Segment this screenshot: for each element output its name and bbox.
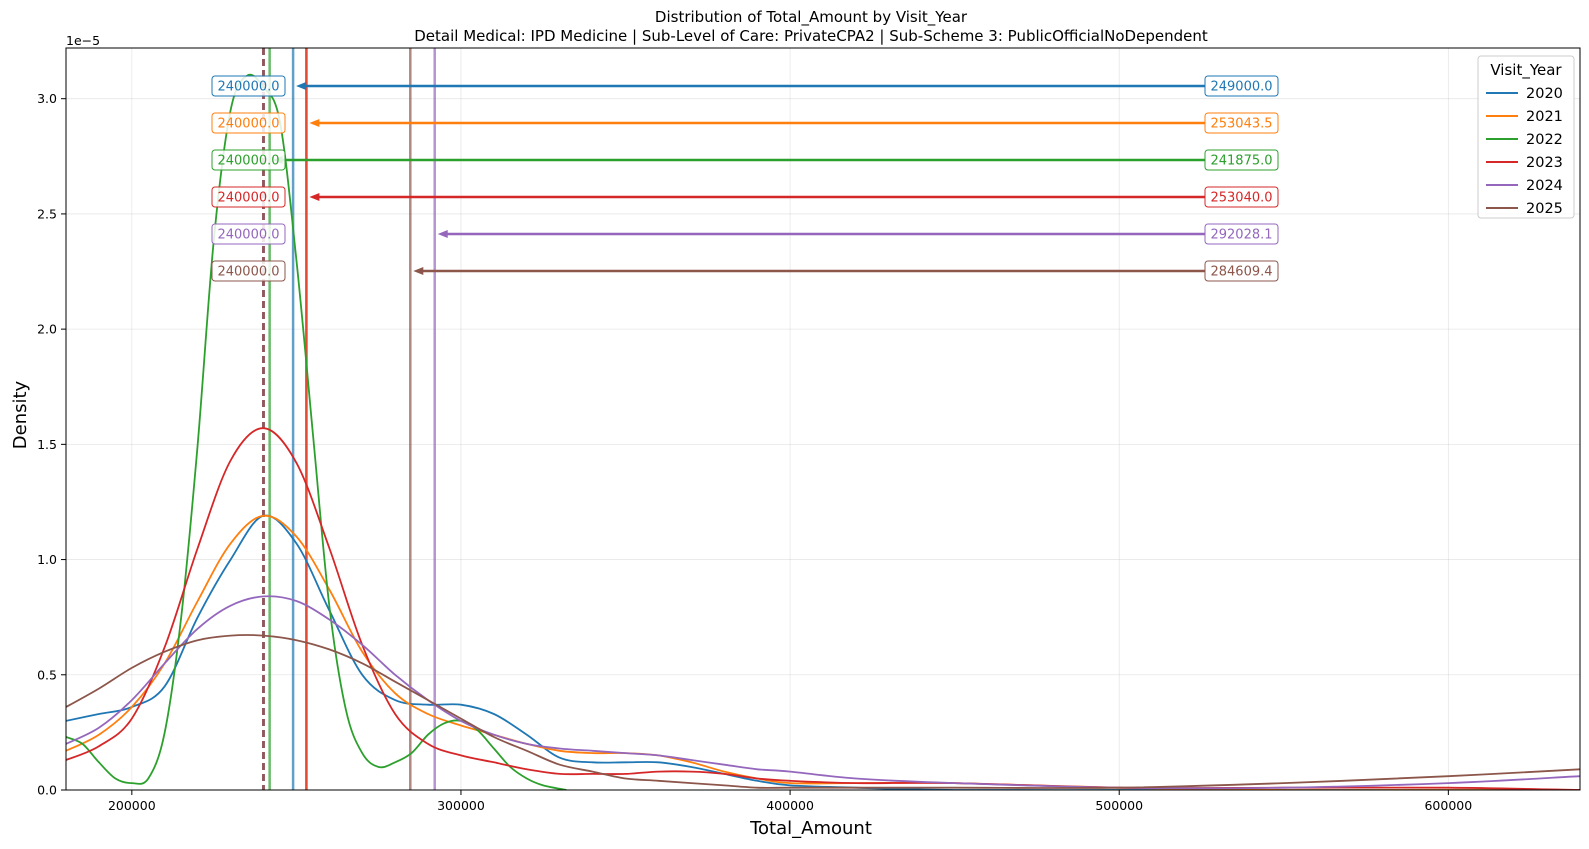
mean-label-2024: 292028.1 — [1210, 228, 1272, 243]
axis-ticks: 200000 300000 400000 500000 600000 0.0 0.5 1.0 1… — [37, 91, 1472, 813]
reference-lines — [262, 48, 436, 790]
legend-box — [1477, 55, 1575, 219]
y-tick-label: 3.0 — [37, 91, 57, 106]
mean-label-box-2024 — [1204, 223, 1279, 245]
median-label-2020: 240000.0 — [217, 80, 279, 95]
mean-label-box-2022 — [1204, 149, 1279, 171]
density-curve-2025 — [66, 634, 1580, 789]
y-tick-label: 1.0 — [37, 552, 57, 567]
median-label-2023: 240000.0 — [217, 191, 279, 206]
mean-label-box-2023 — [1204, 186, 1279, 208]
mean-arrow-head-2021 — [309, 119, 320, 127]
x-axis-label: Total_Amount — [749, 818, 872, 839]
y-tick-label: 1.5 — [37, 437, 57, 452]
legend-entry-2020: 2020 — [1526, 86, 1563, 102]
x-tick-label: 400000 — [766, 798, 814, 813]
plot-frame — [65, 47, 1581, 791]
x-tick-label: 500000 — [1095, 798, 1143, 813]
y-tick-label: 0.0 — [37, 783, 57, 798]
chart-title: Distribution of Total_Amount by Visit_Ye… — [655, 8, 968, 27]
median-label-box-2020 — [211, 75, 286, 97]
mean-median-arrows: 240000.0 249000.0 240000.0 253043.5 240000.0… — [211, 75, 1279, 282]
legend-entry-2023: 2023 — [1526, 155, 1563, 171]
x-tick-label: 300000 — [437, 798, 485, 813]
legend: Visit_Year 2020 2021 2022 2023 2024 2025 — [1477, 55, 1575, 219]
plot-border — [65, 47, 1581, 791]
density-curve-2020 — [66, 514, 1580, 790]
mean-arrow-head-2023 — [309, 193, 320, 201]
y-tick-label: 2.5 — [37, 206, 57, 221]
median-label-box-2023 — [211, 186, 286, 208]
mean-label-box-2021 — [1204, 112, 1279, 134]
mean-label-box-2025 — [1204, 260, 1279, 282]
legend-title: Visit_Year — [1490, 61, 1562, 80]
x-tick-label: 600000 — [1424, 798, 1472, 813]
y-tick-label: 2.0 — [37, 322, 57, 337]
mean-label-2021: 253043.5 — [1210, 117, 1272, 132]
mean-label-2022: 241875.0 — [1210, 154, 1272, 169]
median-label-2024: 240000.0 — [217, 228, 279, 243]
legend-entry-2021: 2021 — [1526, 109, 1563, 125]
legend-entry-2025: 2025 — [1526, 201, 1563, 217]
mean-arrow-head-2024 — [437, 230, 448, 238]
chart-subtitle: Detail Medical: IPD Medicine | Sub-Level… — [414, 27, 1208, 45]
mean-label-2025: 284609.4 — [1210, 265, 1272, 280]
mean-arrow-head-2025 — [413, 267, 424, 275]
y-axis-label: Density — [10, 380, 31, 449]
median-label-box-2024 — [211, 223, 286, 245]
legend-entry-2024: 2024 — [1526, 178, 1563, 194]
median-label-box-2022 — [211, 149, 286, 171]
y-axis-offset-label: 1e−5 — [66, 33, 100, 48]
median-label-2022: 240000.0 — [217, 154, 279, 169]
density-curve-2022 — [66, 73, 567, 790]
mean-arrow-head-2020 — [296, 82, 307, 90]
mean-label-box-2020 — [1204, 75, 1279, 97]
mean-label-2023: 253040.0 — [1210, 191, 1272, 206]
median-label-box-2025 — [211, 260, 286, 282]
legend-entry-2022: 2022 — [1526, 132, 1563, 148]
density-curve-2024 — [66, 595, 1580, 790]
mean-label-2020: 249000.0 — [1210, 80, 1272, 95]
x-tick-label: 200000 — [108, 798, 156, 813]
median-label-box-2021 — [211, 112, 286, 134]
density-curves — [66, 73, 1580, 790]
median-label-2021: 240000.0 — [217, 117, 279, 132]
median-label-2025: 240000.0 — [217, 265, 279, 280]
y-tick-label: 0.5 — [37, 667, 57, 682]
